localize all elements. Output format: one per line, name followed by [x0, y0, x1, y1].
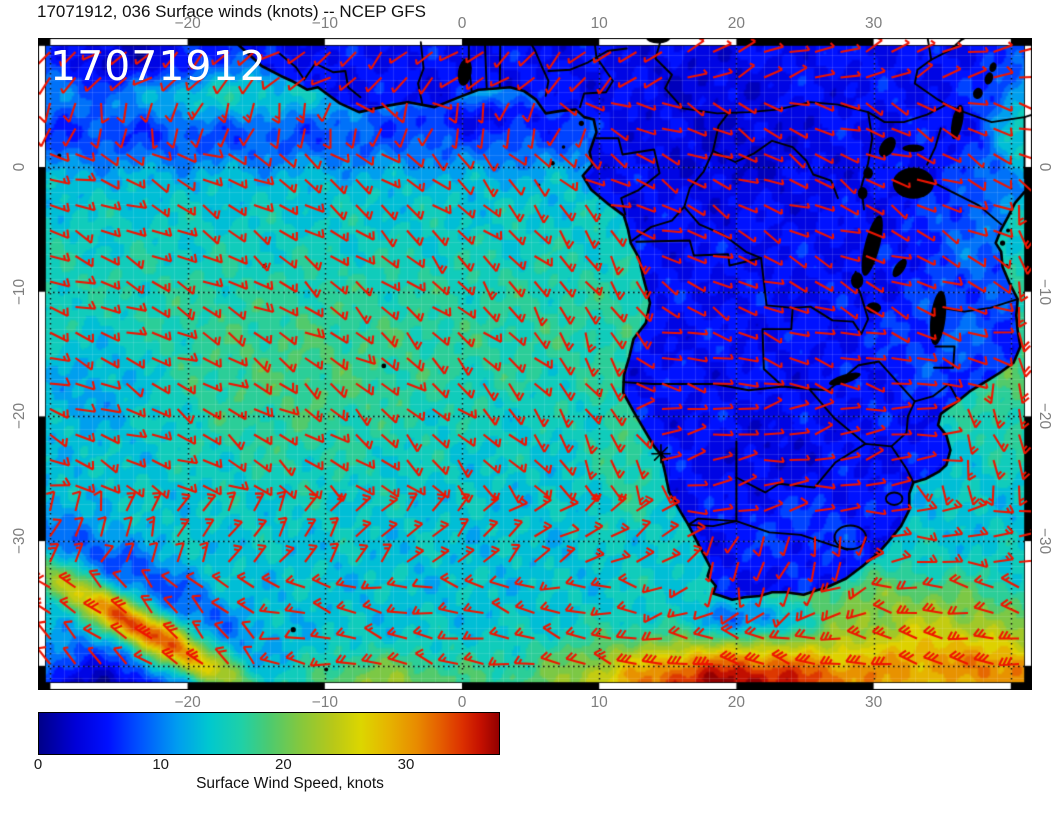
- lat-tick-label-left: −20: [11, 403, 28, 430]
- lat-tick-label-right: −20: [1036, 403, 1053, 430]
- lon-tick-label-bottom: −20: [174, 694, 201, 711]
- lon-tick-label-bottom: −10: [311, 694, 338, 711]
- lat-tick-label-right: −30: [1036, 527, 1053, 555]
- lon-tick-label-bottom: 10: [590, 694, 608, 711]
- colorbar-tick-label: 10: [152, 756, 169, 773]
- lon-tick-label-top: −10: [311, 15, 338, 32]
- colorbar-gradient: [39, 713, 499, 754]
- colorbar-tick-label: 30: [397, 756, 415, 773]
- colorbar-tick-label: 20: [274, 756, 292, 773]
- lat-tick-label-right: 0: [1036, 162, 1053, 172]
- lon-tick-label-top: 10: [590, 15, 608, 32]
- datetime-stamp-overlay: 17071912: [50, 42, 267, 90]
- colorbar-caption: Surface Wind Speed, knots: [196, 775, 384, 792]
- lon-tick-label-bottom: 0: [457, 694, 467, 711]
- map-canvas: [38, 38, 1032, 690]
- plot-title: 17071912, 036 Surface winds (knots) -- N…: [37, 2, 426, 21]
- lon-tick-label-top: −20: [174, 15, 201, 32]
- lat-tick-label-left: −10: [11, 278, 28, 305]
- lat-tick-label-right: −10: [1036, 278, 1053, 305]
- lon-tick-label-bottom: 20: [727, 694, 746, 711]
- lon-tick-label-top: 0: [457, 15, 467, 32]
- lat-tick-label-left: −30: [11, 527, 28, 555]
- colorbar-tick-label: 0: [33, 756, 43, 773]
- lat-tick-label-left: 0: [11, 162, 28, 172]
- lon-tick-label-top: 20: [727, 15, 746, 32]
- lon-tick-label-top: 30: [864, 15, 883, 32]
- lon-tick-label-bottom: 30: [864, 694, 883, 711]
- colorbar: [38, 712, 500, 755]
